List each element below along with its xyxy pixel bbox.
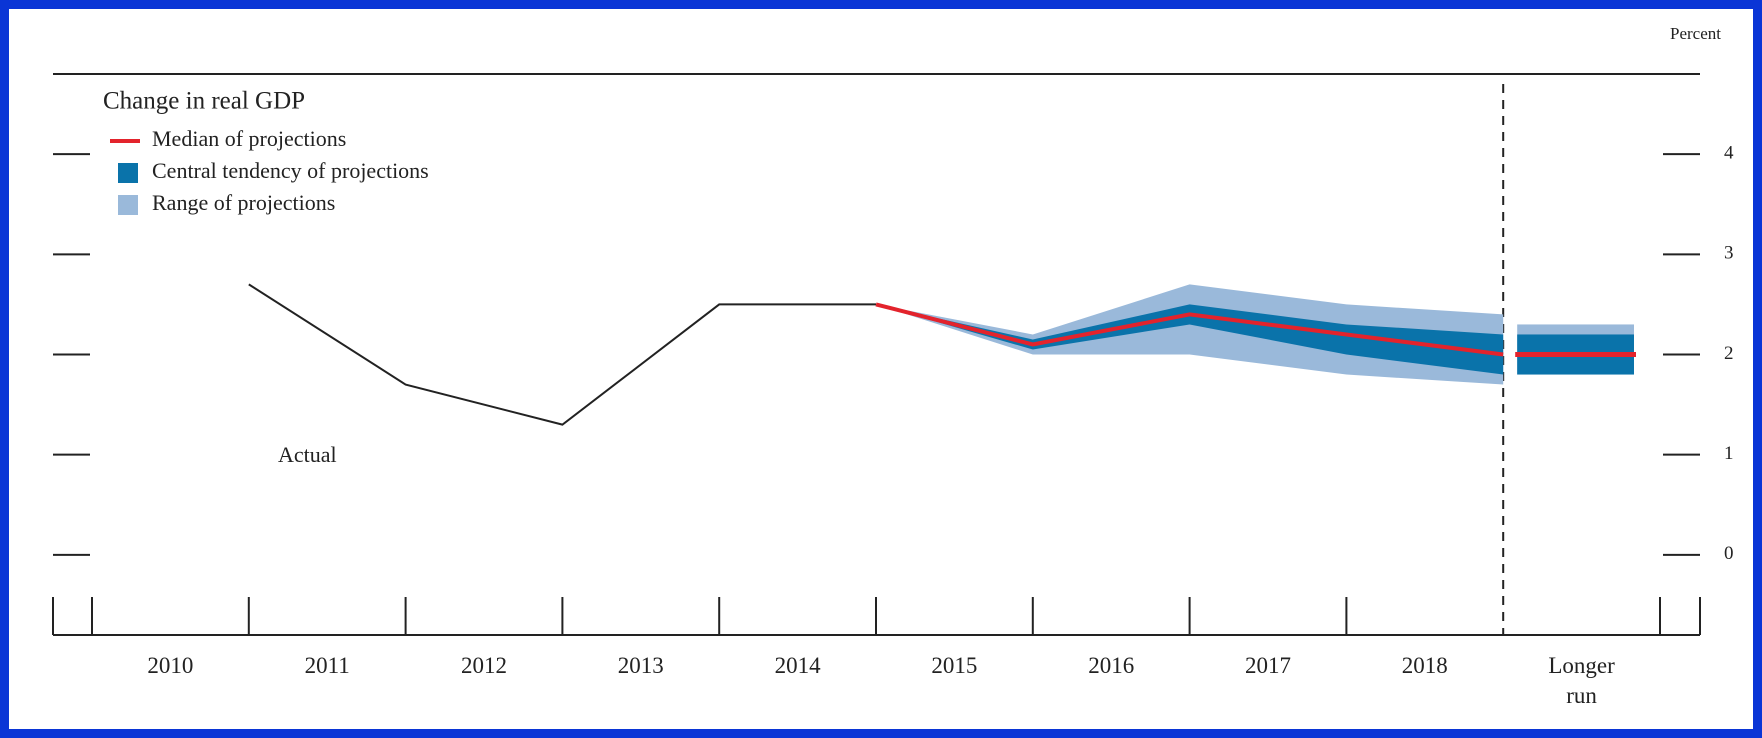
legend-label: Range of projections [152,190,335,215]
x-tick-label: Longer run [1548,653,1615,708]
x-tick-label: 2011 [304,653,350,678]
actual-label: Actual [278,442,337,467]
x-tick-label: 2012 [461,653,507,678]
chart: Percent Change in real GDP 0 1 2 3 4 Actual Me… [52,24,1734,636]
x-tick-label: 2018 [1401,653,1448,678]
y-tick-label: 2 [1724,343,1734,364]
y-tick-label: 0 [1724,543,1734,564]
legend-label: Median of projections [152,126,346,151]
x-tick-label: 2013 [617,653,664,678]
y-tick-label: 3 [1724,243,1734,264]
x-tick-label: 2015 [931,653,978,678]
actual-line [248,283,876,426]
y-tick-label: 4 [1724,143,1734,164]
x-tick-label: 2014 [774,653,821,678]
x-tick-label: 2016 [1088,653,1135,678]
legend-central-swatch [118,163,138,183]
range-band [876,284,1504,385]
legend-label: Central tendency of projections [152,158,429,183]
chart-panel: Percent Change in real GDP 0 1 2 3 4 Actual Me… [9,9,1753,729]
legend-range-swatch [118,195,138,215]
chart-title: Change in real GDP [103,88,305,115]
x-tick-label: 2017 [1245,653,1291,678]
y-tick-label: 1 [1724,443,1734,464]
median-line [875,302,1504,357]
y-unit-label: Percent [1670,24,1721,43]
x-tick-label: 2010 [147,653,194,678]
